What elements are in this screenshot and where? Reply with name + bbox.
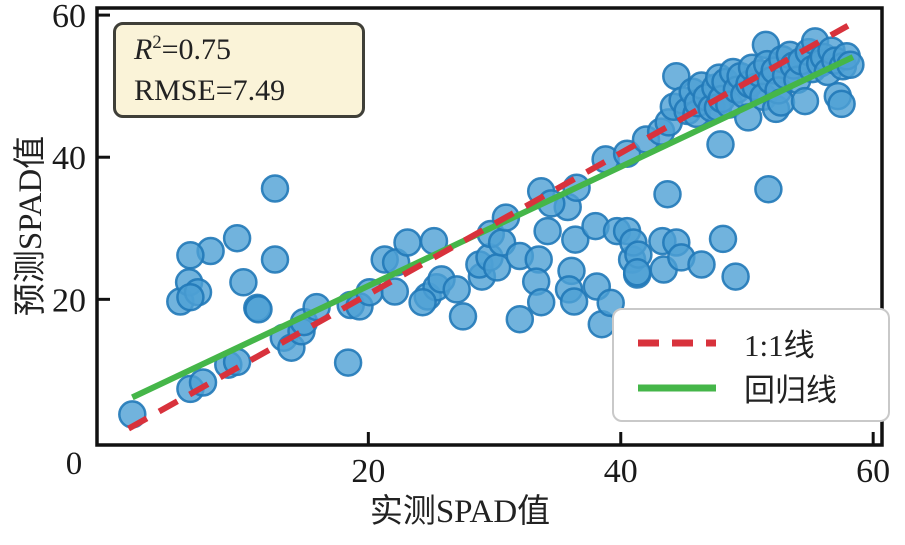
scatter-point	[622, 258, 652, 287]
x-tick-label: 40	[604, 453, 638, 490]
y-tick-label: 20	[52, 282, 86, 319]
solid-line-swatch-icon	[638, 384, 716, 391]
scatter-point	[790, 86, 820, 116]
legend: 1:1线 回归线	[612, 308, 890, 422]
y-tick-label: 40	[52, 140, 86, 177]
scatter-point	[393, 228, 422, 257]
scatter-point	[176, 282, 205, 312]
scatter-point	[260, 174, 290, 203]
scatter-point	[706, 130, 735, 159]
scatter-point	[408, 287, 437, 317]
scatter-point	[222, 223, 252, 253]
scatter-point	[721, 262, 750, 291]
legend-item-one-to-one: 1:1线	[636, 320, 874, 365]
scatter-point	[559, 287, 589, 316]
x-tick-label: 60	[856, 453, 890, 490]
scatter-point	[442, 275, 471, 304]
scatter-point	[176, 241, 205, 270]
r-squared-text: R2=0.75	[134, 32, 232, 66]
scatter-point	[561, 225, 590, 254]
x-tick-label: 20	[351, 453, 385, 490]
scatter-point	[260, 245, 290, 274]
legend-label: 回归线	[744, 373, 837, 408]
scatter-point	[754, 174, 783, 204]
scatter-point	[229, 268, 258, 297]
scatter-point	[708, 224, 738, 254]
scatter-point	[244, 295, 273, 324]
rmse-text: RMSE=7.49	[134, 74, 286, 108]
stats-annotation-box: R2=0.75 RMSE=7.49	[113, 22, 365, 118]
x-axis-title: 实测SPAD值	[369, 494, 551, 530]
scatter-point	[333, 348, 363, 377]
scatter-point	[687, 250, 716, 279]
origin-tick-label: 0	[65, 446, 83, 482]
y-axis-title: 预测SPAD值	[13, 135, 49, 317]
scatter-point	[448, 302, 478, 331]
dashed-line-swatch-icon	[638, 339, 716, 346]
scatter-point	[533, 216, 562, 246]
plot-border	[95, 6, 884, 447]
y-tick-label: 60	[52, 0, 86, 35]
scatter-point	[526, 287, 556, 317]
scatter-point	[653, 179, 682, 209]
legend-label: 1:1线	[744, 328, 815, 363]
scatter-point	[827, 89, 856, 119]
regression-line	[131, 54, 855, 401]
legend-item-regression: 回归线	[636, 365, 874, 410]
scatter-point	[505, 304, 535, 334]
